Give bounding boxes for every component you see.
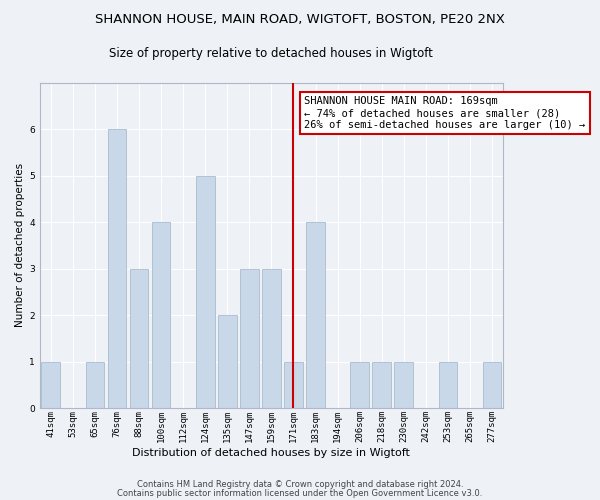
- Title: Size of property relative to detached houses in Wigtoft: Size of property relative to detached ho…: [109, 48, 433, 60]
- Bar: [439, 362, 457, 408]
- X-axis label: Distribution of detached houses by size in Wigtoft: Distribution of detached houses by size …: [133, 448, 410, 458]
- Bar: [373, 362, 391, 408]
- Bar: [284, 362, 303, 408]
- Bar: [196, 176, 215, 408]
- Bar: [41, 362, 60, 408]
- Bar: [306, 222, 325, 408]
- Bar: [107, 129, 127, 408]
- Bar: [482, 362, 502, 408]
- Text: SHANNON HOUSE MAIN ROAD: 169sqm
← 74% of detached houses are smaller (28)
26% of: SHANNON HOUSE MAIN ROAD: 169sqm ← 74% of…: [304, 96, 586, 130]
- Bar: [86, 362, 104, 408]
- Y-axis label: Number of detached properties: Number of detached properties: [15, 164, 25, 328]
- Bar: [218, 315, 236, 408]
- Bar: [130, 268, 148, 408]
- Bar: [240, 268, 259, 408]
- Bar: [394, 362, 413, 408]
- Text: SHANNON HOUSE, MAIN ROAD, WIGTOFT, BOSTON, PE20 2NX: SHANNON HOUSE, MAIN ROAD, WIGTOFT, BOSTO…: [95, 12, 505, 26]
- Text: Contains HM Land Registry data © Crown copyright and database right 2024.: Contains HM Land Registry data © Crown c…: [137, 480, 463, 489]
- Bar: [262, 268, 281, 408]
- Bar: [152, 222, 170, 408]
- Text: Contains public sector information licensed under the Open Government Licence v3: Contains public sector information licen…: [118, 488, 482, 498]
- Bar: [350, 362, 369, 408]
